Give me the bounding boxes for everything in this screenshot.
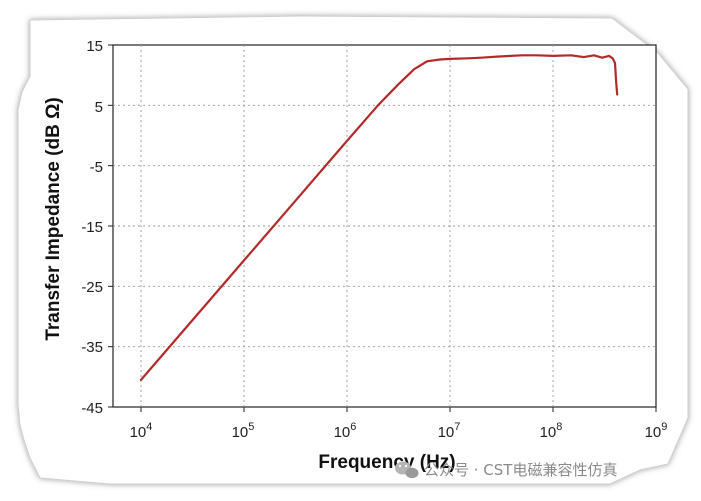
watermark: 公众号 · CST电磁兼容性仿真 bbox=[395, 461, 617, 479]
series-line bbox=[139, 54, 619, 381]
y-tick-label: -5 bbox=[90, 159, 103, 176]
x-tick-label: 106 bbox=[334, 421, 357, 441]
x-tick-labels: 104 105 106 107 108 109 bbox=[130, 421, 668, 441]
x-tick-label: 107 bbox=[438, 421, 461, 441]
x-tick-label: 108 bbox=[540, 421, 563, 441]
y-tick-label: -45 bbox=[81, 400, 103, 417]
x-tick-label: 105 bbox=[232, 421, 255, 441]
tick-marks bbox=[108, 44, 657, 412]
x-tick-label: 109 bbox=[645, 421, 668, 441]
y-tick-label: 15 bbox=[86, 38, 103, 55]
grid-lines bbox=[113, 45, 656, 407]
y-axis-title: Transfer Impedance (dB Ω) bbox=[43, 97, 64, 340]
y-tick-labels: 15 5 -5 -15 -25 -35 -45 bbox=[81, 38, 103, 417]
y-tick-label: -35 bbox=[81, 339, 103, 356]
x-axis-title: Frequency (Hz) bbox=[318, 452, 455, 473]
y-tick-label: 5 bbox=[95, 99, 103, 116]
x-tick-label: 104 bbox=[130, 421, 153, 441]
y-tick-label: -15 bbox=[81, 219, 103, 236]
y-tick-label: -25 bbox=[81, 279, 103, 296]
wechat-icon bbox=[395, 461, 419, 479]
watermark-text: 公众号 · CST电磁兼容性仿真 bbox=[424, 461, 617, 479]
